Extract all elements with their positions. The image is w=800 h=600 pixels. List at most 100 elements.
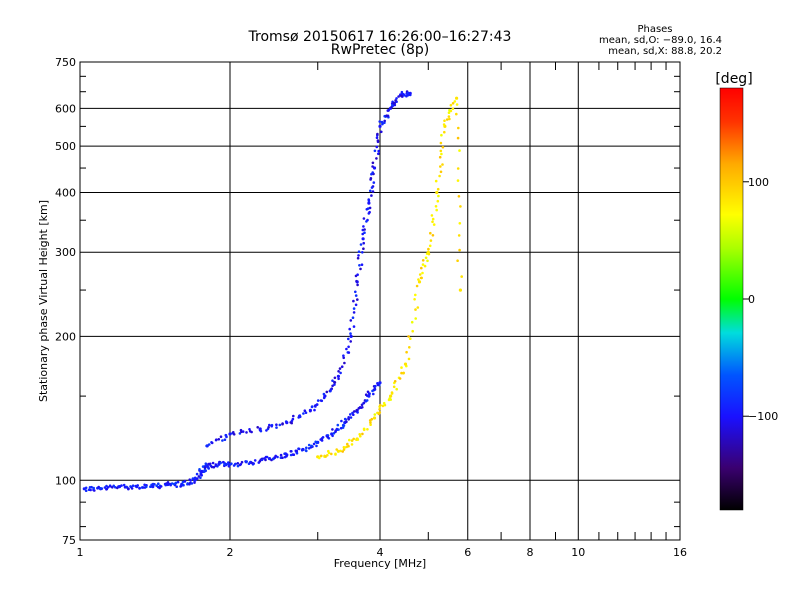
trace-point — [338, 367, 342, 370]
trace-point — [193, 476, 197, 480]
trace-point — [363, 231, 366, 234]
trace-point — [222, 461, 225, 464]
data-point — [308, 408, 312, 412]
trace-point — [207, 466, 210, 470]
trace-point — [362, 217, 366, 220]
trace-point — [434, 179, 438, 183]
trace-point — [275, 426, 278, 429]
trace-point — [356, 283, 359, 287]
data-points — [82, 90, 464, 493]
trace-point — [232, 433, 236, 436]
trace-point — [304, 449, 308, 452]
trace-point — [274, 454, 278, 458]
trace-point — [362, 428, 366, 432]
data-point — [372, 416, 377, 420]
trace-point — [402, 93, 405, 96]
data-point — [458, 288, 462, 292]
y-tick-label: 400 — [55, 186, 76, 199]
trace-point — [120, 484, 123, 487]
trace-point — [367, 198, 371, 201]
trace-point — [420, 266, 423, 270]
trace-point — [313, 408, 316, 412]
trace-point — [96, 486, 99, 490]
trace-point — [193, 478, 196, 482]
trace-point — [380, 130, 383, 134]
trace-point — [350, 439, 354, 442]
trace-point — [305, 446, 308, 450]
trace-point — [125, 485, 128, 489]
trace-point — [298, 414, 302, 417]
trace-point — [417, 278, 420, 281]
trace-point — [429, 231, 432, 235]
trace-point — [362, 401, 366, 405]
trace-point — [378, 408, 381, 411]
trace-point — [221, 439, 224, 442]
trace-point — [204, 462, 208, 466]
trace-point — [281, 422, 284, 426]
trace-point — [340, 419, 343, 423]
trace-point — [264, 455, 268, 459]
trace-point — [357, 407, 361, 410]
trace-point — [377, 149, 381, 153]
trace-point — [343, 417, 347, 421]
trace-point — [451, 102, 455, 105]
trace-point — [155, 484, 158, 488]
trace-point — [223, 438, 227, 442]
trace-point — [369, 189, 372, 193]
trace-point — [114, 486, 117, 489]
trace-point — [374, 384, 377, 388]
trace-point — [92, 486, 95, 490]
trace-point — [359, 243, 363, 246]
trace-point — [345, 347, 348, 351]
trace-point — [435, 208, 439, 212]
trace-point — [219, 435, 223, 439]
trace-point — [353, 410, 356, 413]
trace-point — [331, 428, 334, 431]
trace-point — [244, 460, 248, 464]
data-point — [228, 432, 232, 436]
trace-point — [331, 379, 334, 383]
data-point — [435, 190, 439, 195]
data-point — [258, 427, 262, 431]
trace-point — [431, 220, 434, 224]
trace-point — [362, 241, 366, 245]
trace-point — [441, 145, 445, 149]
trace-point — [248, 428, 251, 431]
x-tick-label: 8 — [527, 546, 534, 559]
data-point — [426, 250, 430, 254]
trace-point — [195, 472, 199, 476]
trace-point — [333, 381, 337, 384]
trace-point — [351, 316, 355, 320]
trace-point — [326, 434, 330, 437]
data-point — [323, 394, 327, 398]
trace-point — [316, 399, 320, 402]
trace-point — [380, 120, 384, 124]
trace-point — [217, 438, 221, 441]
trace-point — [448, 108, 451, 112]
trace-point — [438, 174, 441, 178]
plot-frame — [79, 61, 681, 541]
trace-point — [131, 484, 135, 488]
colorbar — [719, 87, 744, 511]
trace-point — [457, 126, 460, 130]
trace-point — [89, 488, 92, 492]
trace-point — [441, 163, 444, 166]
trace-point — [356, 256, 360, 260]
trace-point — [390, 392, 394, 395]
trace-point — [369, 423, 372, 427]
trace-point — [447, 111, 451, 114]
trace-point — [138, 487, 141, 490]
trace-point — [378, 411, 382, 414]
trace-point — [400, 90, 404, 94]
trace-point — [448, 117, 451, 121]
trace-point — [198, 468, 201, 471]
trace-point — [214, 463, 218, 466]
trace-point — [407, 335, 410, 338]
trace-point — [400, 94, 403, 98]
data-point — [372, 166, 377, 170]
trace-point — [239, 428, 243, 432]
trace-point — [223, 463, 226, 466]
trace-point — [414, 308, 417, 311]
trace-point — [290, 421, 294, 425]
trace-point — [371, 190, 375, 193]
